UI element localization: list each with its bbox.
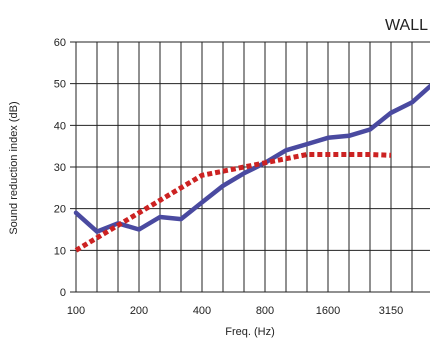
x-tick-labels: 100 200 400 800 1600 3150 <box>67 305 403 317</box>
chart-title: WALL <box>385 17 428 34</box>
y-tick-label: 10 <box>54 245 66 257</box>
x-axis-label: Freq. (Hz) <box>225 326 275 338</box>
series-group <box>73 83 430 253</box>
x-tick-label: 100 <box>67 305 85 317</box>
y-tick-label: 60 <box>54 37 66 49</box>
x-tick-label: 3150 <box>379 305 403 317</box>
y-tick-label: 40 <box>54 120 66 132</box>
y-tick-label: 20 <box>54 204 66 216</box>
y-axis-label: Sound reduction index (dB) <box>8 101 20 234</box>
y-tick-label: 30 <box>54 162 66 174</box>
y-tick-labels: 0 10 20 30 40 50 60 <box>54 37 66 299</box>
x-tick-label: 200 <box>130 305 148 317</box>
series-line-2 <box>74 152 392 253</box>
grid <box>70 41 430 293</box>
x-tick-label: 400 <box>193 305 211 317</box>
x-tick-label: 1600 <box>316 305 340 317</box>
series-line-1 <box>73 83 430 234</box>
y-tick-label: 0 <box>60 287 66 299</box>
x-tick-label: 800 <box>256 305 274 317</box>
y-tick-label: 50 <box>54 79 66 91</box>
